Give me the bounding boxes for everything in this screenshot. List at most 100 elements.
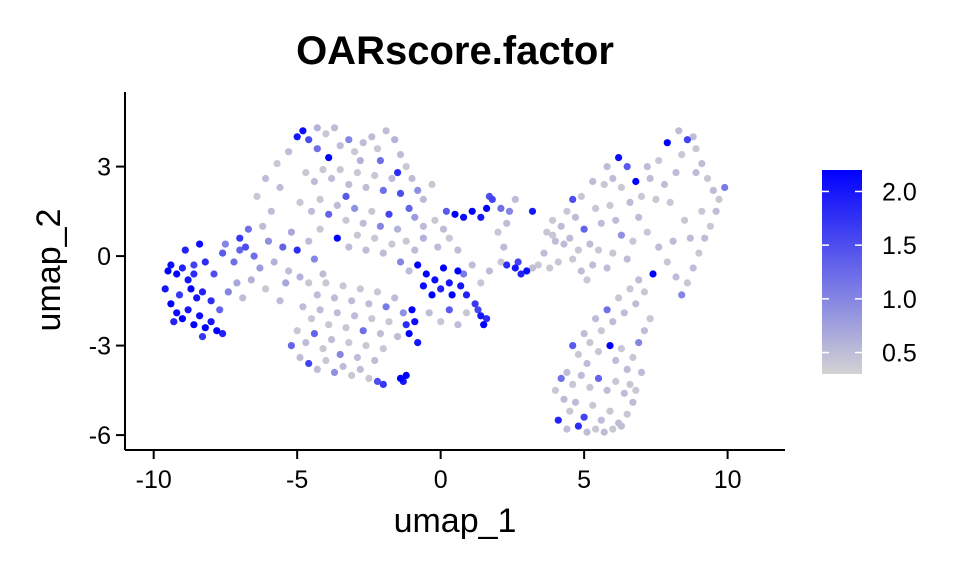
data-point bbox=[709, 186, 717, 194]
data-point bbox=[359, 219, 367, 227]
data-point bbox=[597, 416, 605, 424]
data-point bbox=[589, 261, 597, 269]
data-point bbox=[500, 243, 508, 251]
data-point bbox=[244, 225, 252, 233]
data-point bbox=[305, 279, 313, 287]
data-point bbox=[173, 309, 181, 317]
data-point bbox=[672, 169, 680, 177]
data-point bbox=[213, 327, 221, 335]
data-point bbox=[592, 204, 600, 212]
data-point bbox=[342, 192, 350, 200]
data-point bbox=[609, 318, 617, 326]
data-point bbox=[362, 183, 370, 192]
color-legend: 2.0 1.5 1.0 0.5 bbox=[822, 170, 917, 374]
data-point bbox=[600, 428, 608, 436]
x-axis-ticks: -10 -5 0 5 10 bbox=[136, 450, 742, 494]
data-point bbox=[600, 180, 608, 189]
data-point bbox=[692, 169, 700, 177]
data-point bbox=[239, 294, 247, 302]
data-point bbox=[557, 222, 565, 230]
data-point bbox=[629, 398, 637, 406]
y-tick-label: 0 bbox=[97, 243, 111, 271]
data-point bbox=[494, 228, 502, 236]
data-point bbox=[178, 264, 186, 272]
data-point bbox=[606, 201, 614, 209]
data-point bbox=[376, 222, 384, 230]
data-point bbox=[362, 246, 370, 254]
x-tick-label: 0 bbox=[434, 466, 448, 494]
data-point bbox=[359, 327, 367, 335]
data-point bbox=[181, 246, 189, 254]
data-point bbox=[534, 261, 542, 269]
data-point bbox=[666, 198, 674, 206]
data-point bbox=[546, 264, 554, 272]
data-point bbox=[233, 279, 241, 287]
data-point bbox=[391, 136, 399, 144]
data-point bbox=[353, 353, 361, 362]
x-axis-title: umap_1 bbox=[394, 502, 517, 540]
data-point bbox=[296, 273, 304, 281]
data-point bbox=[497, 204, 505, 212]
data-point bbox=[669, 237, 677, 245]
data-point bbox=[597, 327, 605, 335]
data-point bbox=[477, 213, 485, 221]
data-point bbox=[379, 345, 387, 353]
data-point bbox=[305, 136, 313, 144]
data-point bbox=[264, 237, 273, 245]
data-point bbox=[623, 255, 631, 263]
data-point bbox=[216, 306, 224, 314]
data-point bbox=[675, 127, 683, 135]
data-point bbox=[468, 207, 476, 215]
data-point bbox=[330, 294, 339, 302]
data-point bbox=[437, 285, 445, 293]
data-point bbox=[316, 306, 324, 314]
data-point bbox=[560, 240, 568, 248]
data-point bbox=[589, 177, 597, 186]
data-point bbox=[396, 151, 405, 159]
data-point bbox=[201, 258, 209, 266]
data-point bbox=[419, 282, 427, 290]
data-point bbox=[503, 261, 511, 269]
data-point bbox=[178, 315, 186, 323]
data-point bbox=[592, 425, 600, 433]
data-point bbox=[293, 133, 301, 141]
data-point bbox=[190, 321, 198, 329]
data-point bbox=[359, 139, 367, 147]
data-point bbox=[698, 160, 706, 168]
data-point bbox=[342, 216, 350, 224]
data-point bbox=[230, 258, 238, 266]
data-point bbox=[385, 318, 393, 326]
data-point bbox=[646, 315, 654, 323]
data-point bbox=[683, 136, 692, 144]
data-point bbox=[439, 264, 448, 272]
data-point bbox=[408, 306, 416, 314]
data-point bbox=[322, 356, 330, 365]
data-point bbox=[207, 318, 215, 326]
data-point bbox=[626, 198, 634, 206]
data-point bbox=[640, 288, 649, 296]
data-point bbox=[322, 279, 330, 287]
data-point bbox=[273, 160, 281, 168]
data-point bbox=[373, 288, 382, 296]
data-point bbox=[356, 157, 364, 165]
data-point bbox=[307, 207, 316, 215]
data-point bbox=[345, 339, 353, 347]
data-point bbox=[382, 303, 390, 311]
data-point bbox=[586, 383, 594, 391]
data-point bbox=[566, 407, 574, 415]
legend-tick-label: 1.0 bbox=[882, 286, 917, 314]
data-point bbox=[451, 210, 459, 218]
data-point bbox=[480, 321, 488, 329]
data-point bbox=[549, 231, 557, 239]
data-point bbox=[439, 225, 448, 233]
data-point bbox=[557, 374, 565, 382]
data-point bbox=[574, 350, 583, 359]
data-point bbox=[299, 127, 307, 135]
data-point bbox=[385, 210, 393, 218]
data-point bbox=[620, 309, 628, 317]
data-point bbox=[184, 306, 192, 314]
data-point bbox=[623, 365, 631, 373]
data-point bbox=[629, 353, 637, 362]
data-point bbox=[549, 216, 557, 224]
data-point bbox=[457, 282, 465, 290]
